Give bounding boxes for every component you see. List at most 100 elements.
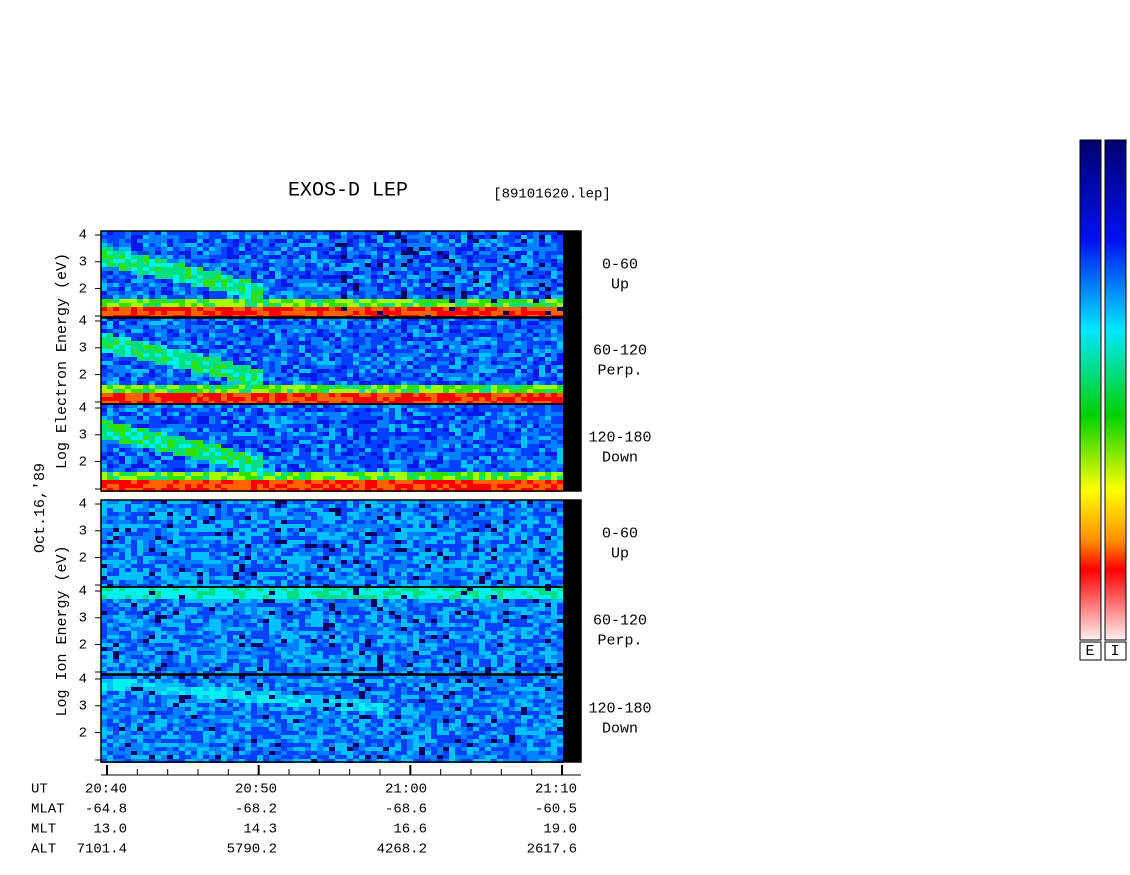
spectrogram-cell (245, 373, 251, 377)
spectrogram-cell (293, 317, 299, 321)
spectrogram-cell (371, 353, 377, 357)
spectrogram-cell (269, 389, 275, 393)
spectrogram-cell (197, 295, 203, 299)
spectrogram-cell (527, 412, 533, 416)
spectrogram-cell (515, 345, 521, 349)
spectrogram-cell (113, 353, 119, 357)
spectrogram-cell (281, 440, 287, 444)
spectrogram-cell (461, 321, 467, 325)
spectrogram-cell (557, 349, 563, 353)
spectrogram-cell (257, 283, 263, 287)
spectrogram-cell (377, 408, 383, 412)
spectrogram-cell (527, 341, 533, 345)
spectrogram-cell (431, 299, 437, 303)
spectrogram-cell (245, 311, 251, 315)
spectrogram-cell (305, 381, 311, 385)
spectrogram-cell (155, 337, 161, 341)
spectrogram-cell (251, 424, 257, 428)
spectrogram-cell (401, 416, 407, 420)
spectrogram-cell (131, 468, 137, 472)
spectrogram-cell (491, 307, 497, 311)
spectrogram-cell (107, 267, 113, 271)
spectrogram-cell (209, 307, 215, 311)
spectrogram-cell (497, 291, 503, 295)
spectrogram-cell (545, 357, 551, 361)
spectrogram-cell (221, 295, 227, 299)
spectrogram-cell (107, 303, 113, 307)
spectrogram-cell (521, 412, 527, 416)
spectrogram-cell (155, 448, 161, 452)
spectrogram-cell (149, 464, 155, 468)
spectrogram-cell (539, 303, 545, 307)
spectrogram-cell (449, 321, 455, 325)
spectrogram-cell (263, 484, 269, 488)
spectrogram-cell (281, 408, 287, 412)
spectrogram-cell (293, 452, 299, 456)
spectrogram-cell (491, 401, 497, 405)
spectrogram-cell (395, 377, 401, 381)
spectrogram-cell (125, 476, 131, 480)
spectrogram-cell (335, 255, 341, 259)
spectrogram-cell (443, 259, 449, 263)
spectrogram-cell (287, 389, 293, 393)
spectrogram-cell (215, 393, 221, 397)
spectrogram-cell (341, 235, 347, 239)
spectrogram-cell (167, 460, 173, 464)
spectrogram-cell (287, 307, 293, 311)
spectrogram-cell (347, 283, 353, 287)
spectrogram-cell (173, 271, 179, 275)
spectrogram-cell (503, 365, 509, 369)
spectrogram-cell (491, 353, 497, 357)
spectrogram-cell (527, 329, 533, 333)
spectrogram-cell (161, 420, 167, 424)
spectrogram-cell (503, 420, 509, 424)
spectrogram-cell (311, 444, 317, 448)
spectrogram-cell (455, 393, 461, 397)
spectrogram-cell (221, 369, 227, 373)
spectrogram-cell (497, 416, 503, 420)
spectrogram-cell (365, 412, 371, 416)
spectrogram-cell (173, 275, 179, 279)
spectrogram-cell (521, 295, 527, 299)
spectrogram-cell (293, 401, 299, 405)
spectrogram-cell (503, 303, 509, 307)
spectrogram-cell (341, 373, 347, 377)
spectrogram-cell (551, 243, 557, 247)
spectrogram-cell (419, 239, 425, 243)
spectrogram-cell (497, 279, 503, 283)
spectrogram-cell (455, 369, 461, 373)
spectrogram-cell (311, 424, 317, 428)
spectrogram-cell (377, 369, 383, 373)
spectrogram-cell (539, 333, 545, 337)
spectrogram-cell (473, 393, 479, 397)
spectrogram-cell (365, 408, 371, 412)
spectrogram-cell (509, 231, 515, 235)
spectrogram-cell (557, 381, 563, 385)
spectrogram-cell (395, 393, 401, 397)
spectrogram-cell (365, 263, 371, 267)
spectrogram-cell (503, 231, 509, 235)
spectrogram-cell (503, 353, 509, 357)
spectrogram-cell (455, 397, 461, 401)
spectrogram-cell (515, 255, 521, 259)
spectrogram-cell (419, 243, 425, 247)
spectrogram-cell (143, 452, 149, 456)
spectrogram-cell (299, 464, 305, 468)
spectrogram-cell (437, 263, 443, 267)
spectrogram-cell (545, 299, 551, 303)
spectrogram-cell (275, 385, 281, 389)
spectrogram-cell (323, 484, 329, 488)
spectrogram-cell (383, 321, 389, 325)
spectrogram-cell (263, 255, 269, 259)
spectrogram-cell (317, 239, 323, 243)
spectrogram-cell (335, 412, 341, 416)
spectrogram-cell (431, 460, 437, 464)
spectrogram-cell (233, 452, 239, 456)
spectrogram-cell (203, 325, 209, 329)
spectrogram-cell (233, 476, 239, 480)
spectrogram-cell (137, 416, 143, 420)
spectrogram-cell (155, 408, 161, 412)
spectrogram-cell (377, 303, 383, 307)
spectrogram-cell (263, 385, 269, 389)
spectrogram-cell (323, 401, 329, 405)
